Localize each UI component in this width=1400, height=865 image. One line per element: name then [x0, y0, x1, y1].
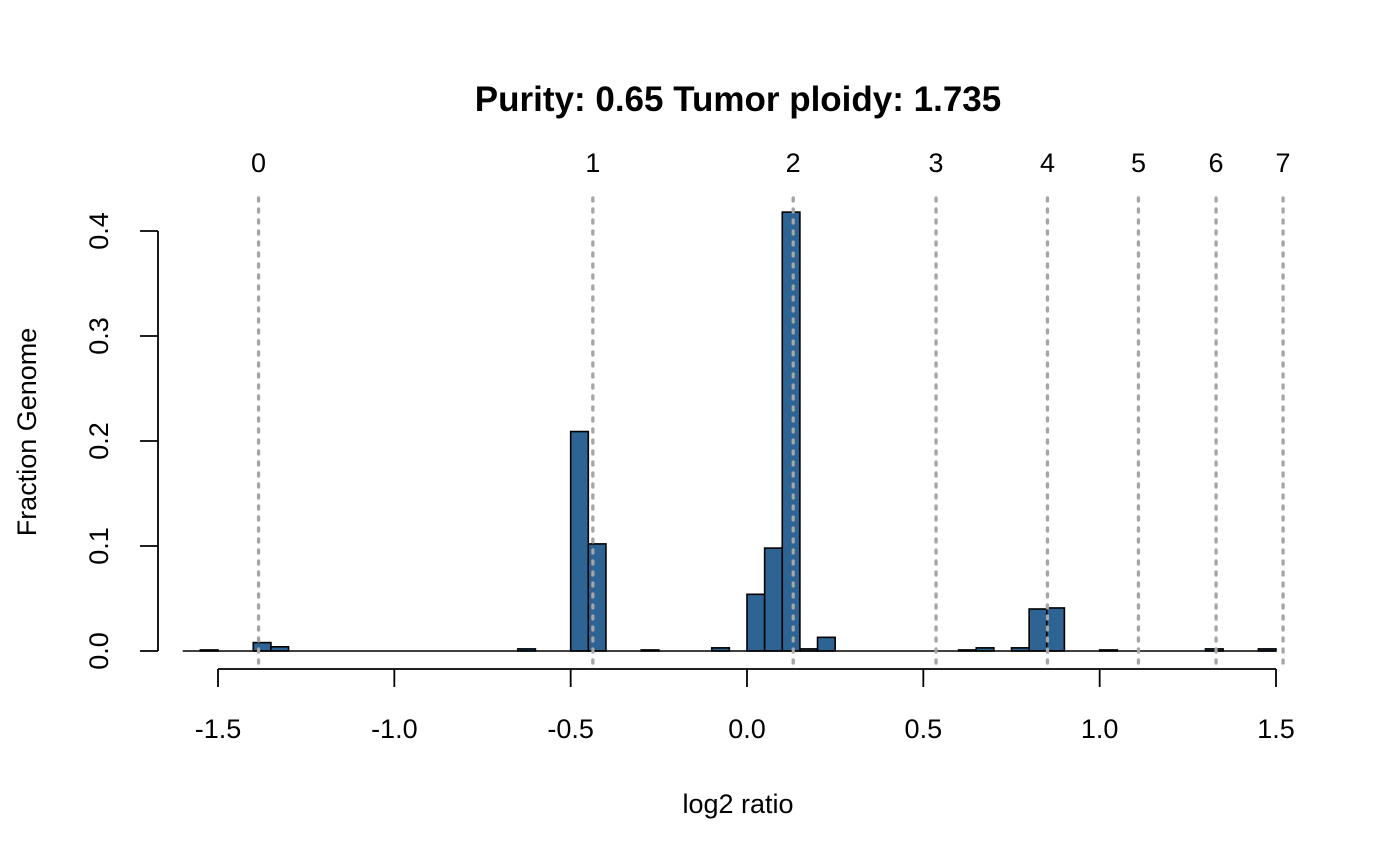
- y-tick-label: 0.2: [84, 422, 114, 460]
- histogram-bar: [1045, 607, 1066, 652]
- x-tick-label: -1.5: [195, 714, 242, 744]
- chart-title: Purity: 0.65 Tumor ploidy: 1.735: [475, 80, 1001, 119]
- x-axis: -1.5 -1.0 -0.5 0.0 0.5 1.0 1.5: [195, 668, 1295, 744]
- histogram-bar: [781, 211, 801, 652]
- copy-number-label-2: 2: [786, 148, 801, 178]
- histogram-bar: [587, 543, 607, 652]
- copy-number-lines-overlay: [256, 196, 1285, 670]
- y-axis: 0.0 0.1 0.2 0.3 0.4: [84, 212, 159, 670]
- copy-number-label-5: 5: [1131, 148, 1146, 178]
- x-tick-label: 0.0: [728, 714, 766, 744]
- copy-number-label-7: 7: [1276, 148, 1291, 178]
- x-tick-label: -0.5: [547, 714, 594, 744]
- y-axis-label: Fraction Genome: [12, 328, 42, 537]
- histogram-bar: [816, 636, 836, 652]
- histogram-bar: [1028, 608, 1048, 652]
- y-tick-label: 0.1: [84, 527, 114, 565]
- histogram-bars: [182, 211, 1277, 652]
- copy-number-label-0: 0: [251, 148, 266, 178]
- copy-number-labels: 0 1 2 3 4 5 6 7: [251, 148, 1291, 178]
- copy-number-label-3: 3: [929, 148, 944, 178]
- histogram-bar: [763, 547, 784, 652]
- copy-number-label-1: 1: [585, 148, 600, 178]
- x-tick-label: 0.5: [905, 714, 943, 744]
- y-tick-label: 0.4: [84, 212, 114, 250]
- x-tick-label: 1.5: [1257, 714, 1295, 744]
- histogram-bar: [569, 430, 590, 652]
- copy-number-label-6: 6: [1209, 148, 1224, 178]
- y-tick-label: 0.0: [84, 632, 114, 670]
- histogram-bar: [252, 641, 272, 652]
- y-tick-label: 0.3: [84, 317, 114, 355]
- x-tick-label: -1.0: [371, 714, 418, 744]
- copy-number-label-4: 4: [1040, 148, 1055, 178]
- histogram-bar: [746, 593, 766, 652]
- x-tick-label: 1.0: [1081, 714, 1119, 744]
- x-axis-label: log2 ratio: [682, 789, 793, 819]
